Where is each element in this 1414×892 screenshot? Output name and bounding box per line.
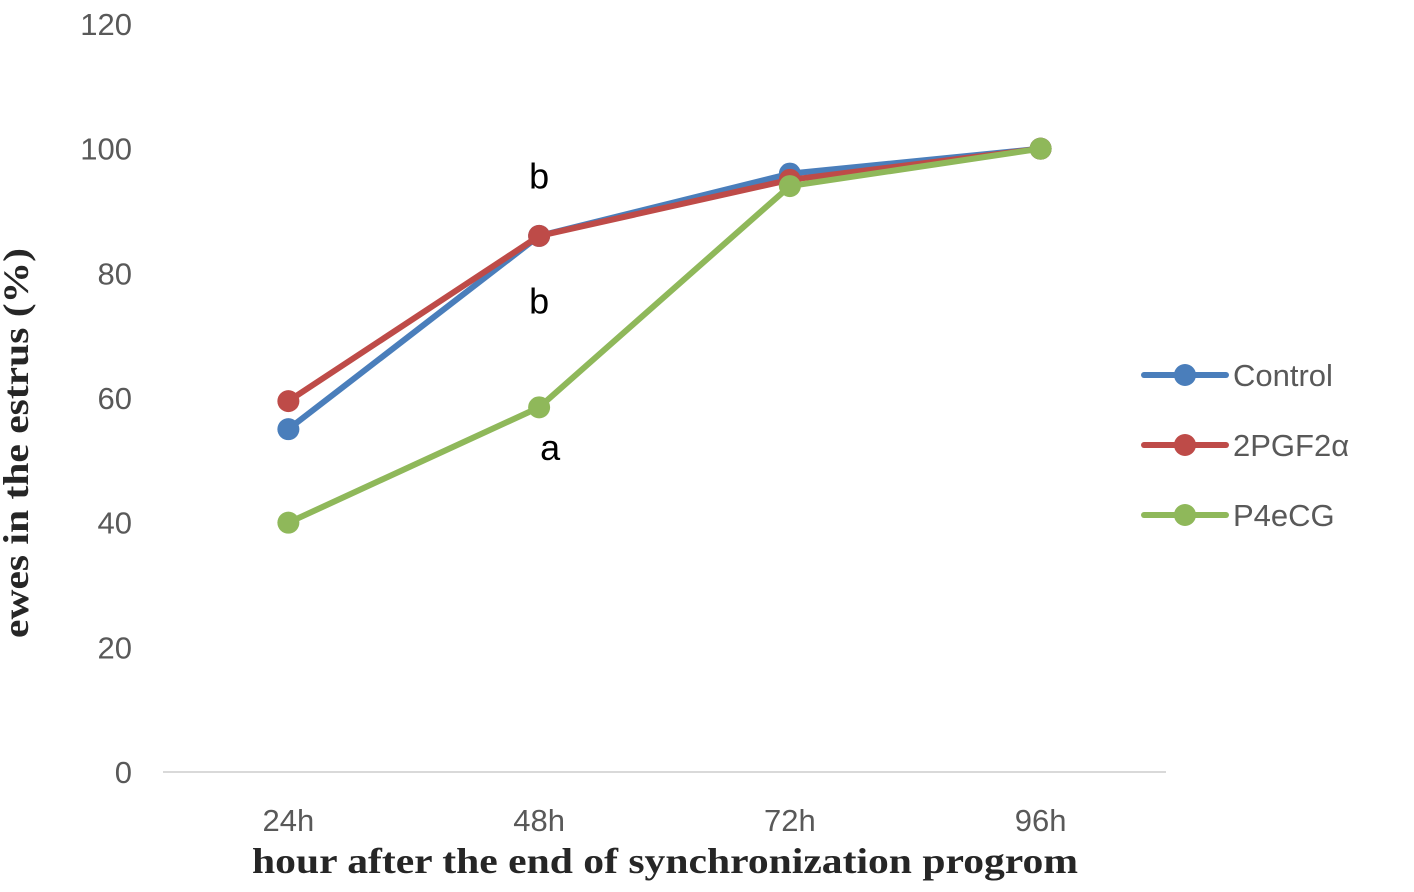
legend-item: Control [1141,358,1333,393]
y-tick-label: 100 [80,132,132,167]
y-axis-title: ewes in the estrus (%) [0,248,36,638]
data-point [277,390,300,413]
y-tick-label: 0 [115,755,132,790]
y-axis-tick-labels: 0 20 40 60 80 100 120 [80,7,132,790]
series-line [285,145,1044,405]
legend-marker [1174,364,1196,386]
annotation-label: b [529,156,549,197]
data-point [277,511,300,534]
y-tick-label: 60 [98,381,132,416]
legend-item: P4eCG [1141,498,1335,533]
series-line [285,145,1044,433]
x-tick-label: 72h [764,803,816,838]
series-0 [277,137,1052,441]
annotation-label: a [540,427,561,468]
x-tick-label: 24h [263,803,315,838]
legend-marker [1174,434,1196,456]
series-layer [277,137,1052,534]
legend-label: P4eCG [1233,498,1335,533]
annotation-label: b [529,280,549,321]
legend-marker [1174,504,1196,526]
series-1 [277,137,1052,413]
significance-annotations: b b a [529,156,561,468]
data-point [277,418,300,441]
x-axis-tick-labels: 24h 48h 72h 96h [263,803,1067,838]
series-line [285,145,1044,526]
y-tick-label: 40 [98,506,132,541]
x-axis-title: hour after the end of synchronization pr… [252,841,1078,881]
series-2 [277,137,1052,534]
x-tick-label: 96h [1015,803,1067,838]
legend-item: 2PGF2α [1141,428,1349,463]
data-point [778,175,801,198]
legend-label: 2PGF2α [1233,428,1349,463]
y-tick-label: 20 [98,630,132,665]
data-point [1029,137,1052,160]
y-tick-label: 120 [80,7,132,42]
data-point [528,396,551,419]
x-tick-label: 48h [513,803,565,838]
data-point [528,224,551,247]
y-tick-label: 80 [98,256,132,291]
legend-label: Control [1233,358,1333,393]
legend: Control 2PGF2α P4eCG [1141,358,1349,533]
